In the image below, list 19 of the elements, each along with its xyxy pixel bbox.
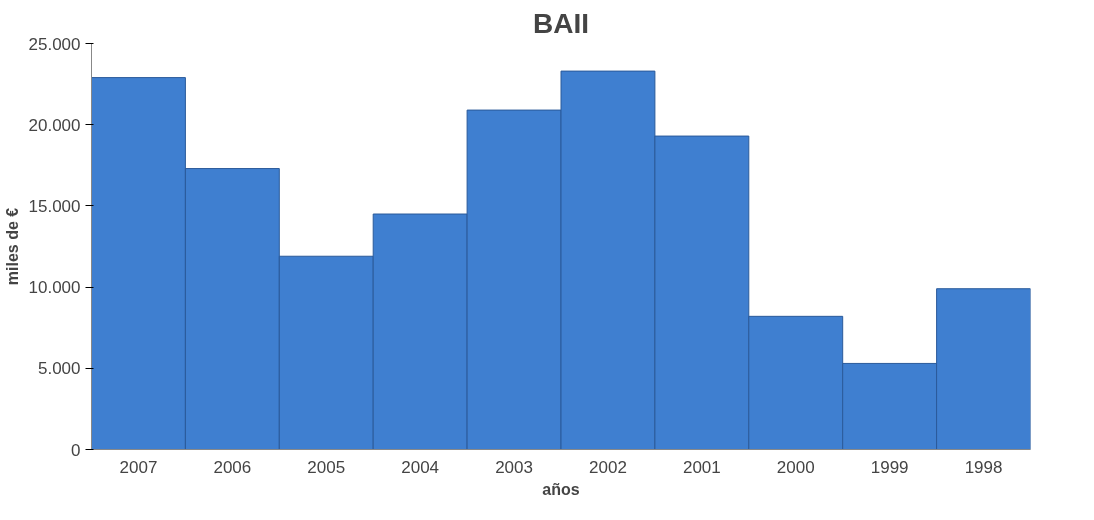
x-tick-label: 2001 [682,457,721,477]
x-tick-label: 2002 [589,457,627,477]
y-tick-label: 20.000 [28,115,81,135]
x-axis-title: años [542,480,580,498]
x-tick-label: 2006 [213,457,252,477]
y-tick-label: 10.000 [28,278,81,298]
x-tick-label: 1998 [964,457,1003,477]
x-tick-label: 1999 [870,457,909,477]
y-tick-label: 5.000 [37,359,81,379]
chart-title: BAII [533,7,589,39]
y-tick-label: 25.000 [28,34,81,54]
x-tick-label: 2000 [776,457,815,477]
x-tick-label: 2005 [307,457,346,477]
x-tick-label: 2007 [119,457,158,477]
y-tick-label: 15.000 [28,196,81,216]
y-axis-title: miles de € [3,207,21,286]
x-tick-label: 2004 [401,457,440,477]
x-tick-label: 2003 [495,457,533,477]
y-tick-label: 0 [71,440,81,460]
